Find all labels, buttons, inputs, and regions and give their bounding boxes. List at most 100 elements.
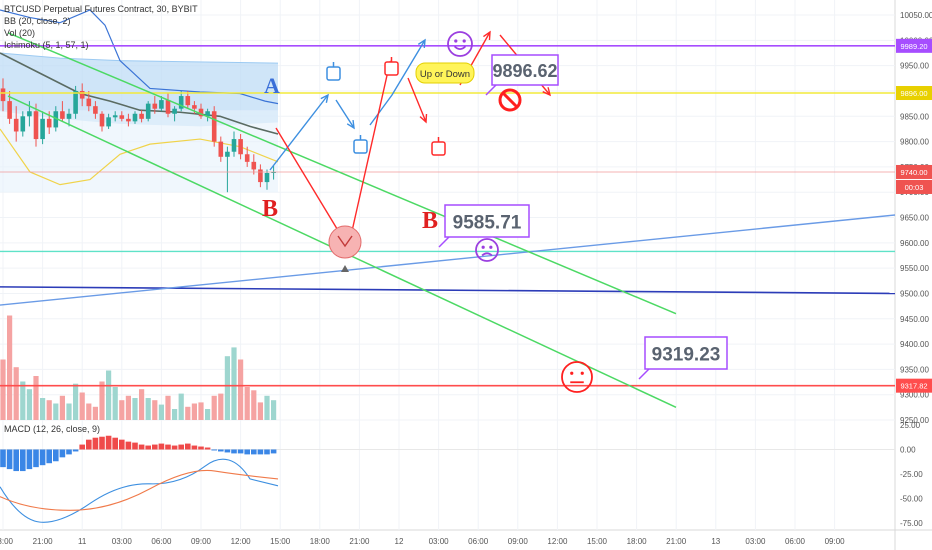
macd-histogram-bar bbox=[270, 449, 277, 454]
volume-bar bbox=[251, 390, 257, 420]
macd-histogram-bar bbox=[165, 444, 171, 450]
macd-histogram-bar bbox=[152, 444, 158, 450]
volume-bar bbox=[271, 400, 277, 420]
time-tick-label: 13 bbox=[711, 537, 720, 546]
volume-bar bbox=[79, 392, 85, 420]
macd-histogram-bar bbox=[218, 449, 224, 452]
macd-histogram-bar bbox=[86, 439, 92, 450]
time-tick-label: 03:00 bbox=[112, 537, 133, 546]
macd-histogram-bar bbox=[145, 445, 151, 450]
time-tick-label: 21:00 bbox=[349, 537, 370, 546]
macd-histogram-bar bbox=[33, 449, 39, 468]
ichimoku-cloud bbox=[0, 53, 278, 127]
volume-bar bbox=[238, 359, 244, 420]
blue-trendline bbox=[0, 214, 896, 306]
macd-histogram-bar bbox=[264, 449, 270, 455]
volume-bar bbox=[92, 406, 98, 420]
indicators bbox=[0, 9, 279, 193]
macd-label: MACD (12, 26, close, 9) bbox=[4, 424, 100, 434]
macd-histogram-bar bbox=[53, 449, 59, 462]
macd-histogram-bar bbox=[231, 449, 237, 454]
candle-body bbox=[192, 105, 197, 109]
bb-basis bbox=[0, 52, 279, 135]
bb-lower bbox=[0, 128, 279, 186]
candle-body bbox=[145, 103, 151, 119]
volume-bar bbox=[224, 356, 230, 420]
time-tick-label: 09:00 bbox=[508, 537, 529, 546]
navy-trendline bbox=[0, 286, 896, 295]
time-tick-label: 09:00 bbox=[191, 537, 212, 546]
macd-histogram-bar bbox=[224, 449, 231, 453]
letter-b: B bbox=[422, 208, 438, 234]
price-tick-label: 9450.00 bbox=[900, 315, 929, 324]
candle-body bbox=[106, 117, 111, 127]
price-tag-box bbox=[896, 86, 932, 101]
price-tick-label: 10050.00 bbox=[900, 11, 932, 20]
callout-9585: 9585.71 bbox=[453, 213, 522, 234]
macd-histogram-bar bbox=[211, 449, 217, 451]
letter-b: B bbox=[262, 196, 278, 222]
candle-body bbox=[251, 161, 257, 170]
candle-body bbox=[271, 171, 276, 173]
time-tick-label: 03:00 bbox=[429, 537, 450, 546]
macd-histogram-bar bbox=[26, 449, 33, 470]
blue-arrow-up-2 bbox=[369, 39, 426, 126]
volume-bar bbox=[172, 409, 178, 420]
macd-histogram-bar bbox=[112, 437, 118, 450]
macd-histogram-bar bbox=[138, 444, 145, 450]
macd-histogram-bar bbox=[251, 449, 257, 455]
neutral-face-icon-eye bbox=[580, 371, 584, 375]
macd-histogram-bar bbox=[92, 437, 99, 450]
red-arrow-up bbox=[349, 61, 391, 241]
macd-histogram-bar bbox=[244, 449, 250, 455]
candle-body bbox=[218, 141, 224, 157]
volume-bar bbox=[165, 395, 171, 420]
happy-face-icon bbox=[447, 31, 473, 57]
macd-histogram-bar bbox=[257, 449, 264, 455]
macd-histogram-bar bbox=[132, 442, 138, 450]
volume-bar bbox=[145, 398, 151, 420]
time-tick-label: 06:00 bbox=[151, 537, 172, 546]
no-sign-icon bbox=[498, 88, 522, 112]
callout-9896-box bbox=[491, 54, 559, 86]
macd-histogram-bar bbox=[39, 449, 46, 466]
macd-tick-label: -75.00 bbox=[900, 519, 923, 528]
volume-bar bbox=[0, 359, 6, 420]
time-tick-label: 06:00 bbox=[468, 537, 489, 546]
volume-bar bbox=[33, 376, 39, 420]
macd-histogram-bar bbox=[59, 449, 66, 458]
red-arrow-down-2-head bbox=[419, 113, 428, 124]
volume-bar bbox=[106, 370, 112, 420]
candle-body bbox=[86, 98, 92, 107]
price-tick-label: 9400.00 bbox=[900, 340, 929, 349]
axes: 10050.0010000.009950.009900.009850.00980… bbox=[0, 11, 932, 546]
candle-body bbox=[159, 100, 164, 109]
signal-line bbox=[0, 469, 279, 511]
up-or-down-label: Up or Down bbox=[420, 69, 470, 80]
candle-body bbox=[126, 118, 131, 122]
macd-histogram-bar bbox=[158, 443, 165, 450]
volume-bar bbox=[191, 403, 197, 420]
candle-body bbox=[112, 115, 118, 118]
no-sign-slash bbox=[501, 91, 519, 109]
volume-bar bbox=[66, 403, 72, 420]
volume-bar bbox=[218, 393, 224, 420]
macd-histogram-bar bbox=[72, 449, 79, 452]
volume-bar bbox=[26, 389, 32, 420]
macd-histogram-bar bbox=[6, 449, 13, 470]
volume-bar bbox=[46, 400, 52, 420]
candle-body bbox=[211, 111, 217, 142]
macd-histogram-bar bbox=[185, 443, 191, 450]
candle-body bbox=[119, 115, 125, 119]
price-tick-label: 9550.00 bbox=[900, 264, 929, 273]
volume-bar bbox=[264, 395, 270, 420]
macd-histogram-bar bbox=[171, 445, 178, 450]
candle-body bbox=[66, 113, 72, 119]
neutral-face-icon bbox=[561, 361, 593, 393]
price-tick-label: 9350.00 bbox=[900, 365, 929, 374]
price-tag-box bbox=[896, 378, 932, 393]
time-tick-label: 09:00 bbox=[825, 537, 846, 546]
price-tick-label: 9800.00 bbox=[900, 138, 929, 147]
price-tick-label: 9500.00 bbox=[900, 289, 929, 298]
